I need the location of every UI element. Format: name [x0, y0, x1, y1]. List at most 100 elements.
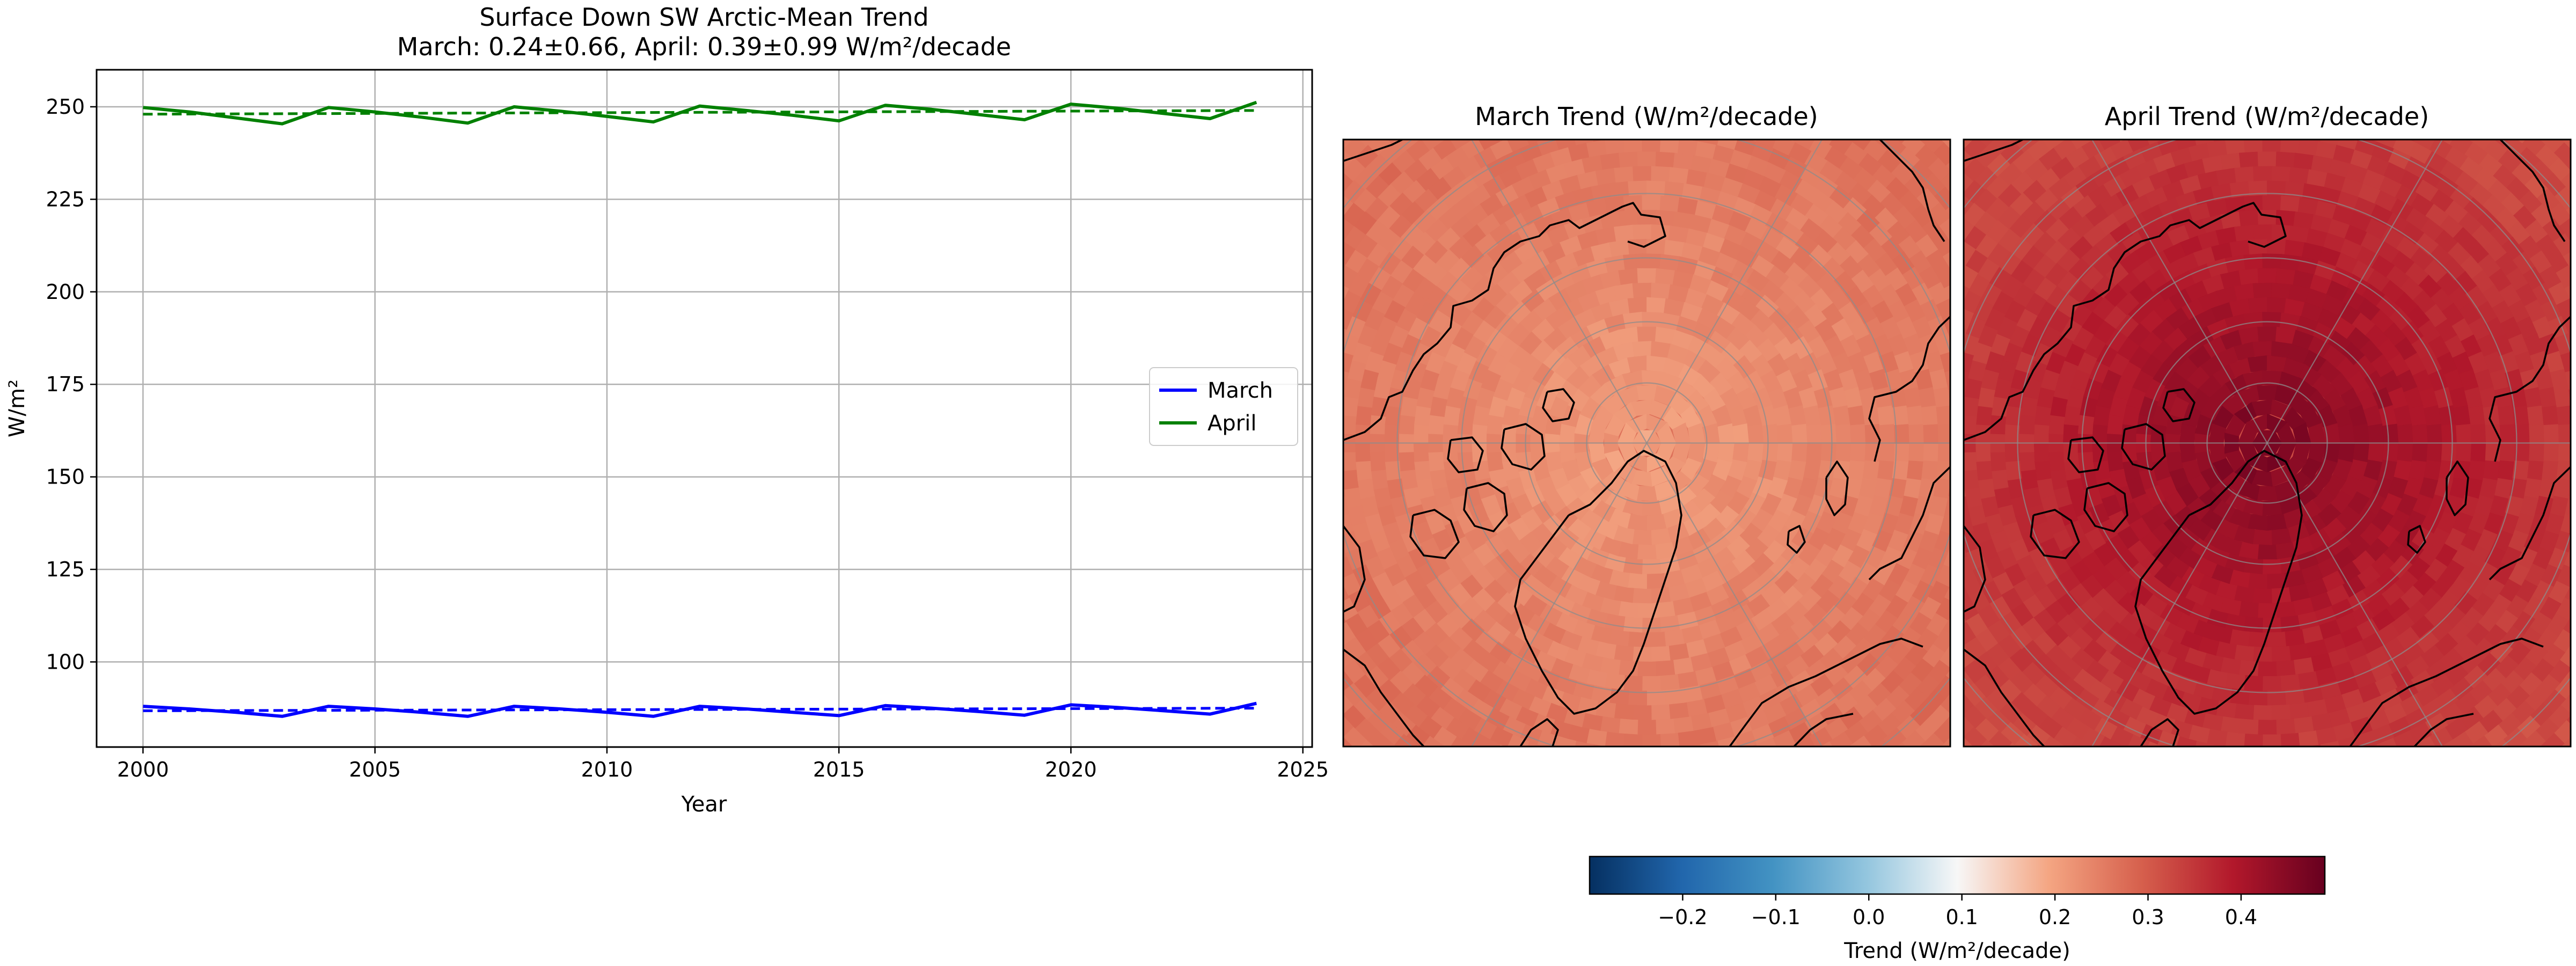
march-grid-cell [1312, 614, 1334, 638]
april-grid-cell [2288, 642, 2310, 661]
y-tick-label: 175 [46, 372, 85, 396]
march-grid-cell [1262, 341, 1281, 363]
march-grid-cell [1627, 297, 1648, 313]
march-meridian-line [1470, 442, 1648, 747]
x-tick-label: 2025 [1277, 758, 1329, 781]
march-grid-cell [1457, 414, 1474, 435]
april-grid-cell [2192, 800, 2214, 818]
march-grid-cell [1642, 793, 1661, 808]
april-grid-cell [2289, 167, 2310, 185]
march-grid-cell [1636, 385, 1658, 400]
april-grid-cell [2007, 782, 2031, 805]
april-grid-cell [1964, 469, 1980, 490]
march-grid-cell [1320, 653, 1343, 677]
april-grid-cell [2307, 817, 2328, 835]
april-grid-cell [2288, 702, 2310, 719]
april-grid-cell [2315, 786, 2336, 804]
april-grid-cell [2545, 748, 2570, 772]
april-grid-cell [2048, 451, 2066, 472]
april-grid-cell [2019, 90, 2044, 113]
april-grid-cell [2224, 731, 2245, 747]
march-grid-cell [1430, 793, 1453, 815]
april-grid-cell [2198, 53, 2219, 70]
april-grid-cell [2411, 79, 2434, 100]
april-grid-cell [2157, 76, 2179, 95]
march-grid-cell [1618, 777, 1638, 793]
april-grid-cell [2035, 744, 2041, 747]
march-grid-cell [1321, 298, 1342, 321]
march-grid-cell [1878, 96, 1902, 119]
march-grid-cell [1641, 558, 1662, 575]
march-grid-cell [1713, 782, 1734, 801]
march-grid-cell [1739, 806, 1761, 825]
march-grid-cell [1442, 784, 1466, 806]
march-grid-cell [1816, 59, 1840, 80]
march-grid-cell [1664, 239, 1685, 258]
april-coastline [2030, 509, 2080, 559]
april-grid-cell [2499, 96, 2523, 119]
april-grid-cell [2285, 65, 2305, 81]
march-grid-cell [1804, 38, 1827, 58]
march-grid-cell [1307, 177, 1330, 201]
april-grid-cell [2527, 405, 2544, 426]
march-grid-cell [1682, 8, 1703, 24]
april-grid-cell [2072, 755, 2096, 777]
march-grid-cell [1655, 718, 1675, 735]
march-grid-cell [1415, 744, 1421, 747]
april-grid-cell [2369, 744, 2377, 747]
april-grid-cell [2266, 514, 2287, 531]
march-grid-cell [1554, 796, 1576, 814]
april-grid-cell [2293, 775, 2314, 792]
march-grid-cell [1731, 30, 1753, 48]
march-grid-cell [1399, 414, 1416, 435]
april-grid-cell [2253, 50, 2273, 65]
april-grid-cell [2382, 443, 2399, 463]
april-grid-cell [2106, 414, 2124, 435]
april-grid-cell [2262, 195, 2282, 211]
march-grid-cell [1650, 528, 1671, 545]
march-grid-cell [1241, 262, 1262, 286]
april-grid-cell [1976, 460, 1993, 481]
april-grid-cell [2252, 282, 2273, 298]
march-grid-cell [1475, 800, 1498, 821]
legend-label-march: March [1208, 378, 1273, 403]
april-grid-cell [1993, 91, 2017, 114]
april-grid-cell [2248, 807, 2267, 822]
april-grid-cell [2257, 151, 2278, 167]
april-grid-cell [2077, 414, 2095, 435]
march-grid-cell [1313, 396, 1329, 416]
march-grid-cell [1321, 565, 1342, 588]
march-grid-cell [1692, 38, 1713, 55]
april-grid-cell [2215, 700, 2237, 719]
march-grid-cell [1906, 460, 1923, 481]
march-grid-cell [1847, 788, 1871, 811]
april-grid-cell [2347, 43, 2369, 62]
april-grid-cell [2238, 601, 2259, 618]
march-grid-cell [1721, 750, 1743, 769]
march-grid-cell [1812, 73, 1835, 94]
march-grid-cell [1637, 35, 1657, 50]
april-grid-cell [1964, 748, 1988, 771]
march-grid-cell [1297, 442, 1312, 462]
march-grid-cell [1312, 433, 1326, 452]
april-grid-cell [2503, 782, 2527, 806]
april-grid-cell [2408, 31, 2431, 52]
april-grid-cell [2099, 817, 2123, 838]
march-grid-cell [1642, 20, 1662, 35]
march-grid-cell [1315, 315, 1335, 338]
march-grid-cell [1618, 326, 1639, 345]
march-grid-cell [1295, 693, 1318, 718]
april-grid-cell [2380, 752, 2403, 772]
april-grid-cell [2216, 51, 2237, 68]
april-grid-cell [2504, 81, 2528, 104]
april-grid-cell [2262, 675, 2282, 691]
april-grid-cell [2077, 451, 2095, 472]
march-grid-cell [1708, 828, 1730, 846]
april-grid-cell [2248, 297, 2268, 313]
april-grid-cell [2267, 6, 2287, 21]
march-grid-cell [1832, 405, 1850, 427]
march-grid-cell [1401, 793, 1425, 815]
march-grid-cell [1682, 66, 1703, 83]
april-grid-cell [2346, 824, 2368, 843]
march-grid-cell [1248, 616, 1270, 640]
